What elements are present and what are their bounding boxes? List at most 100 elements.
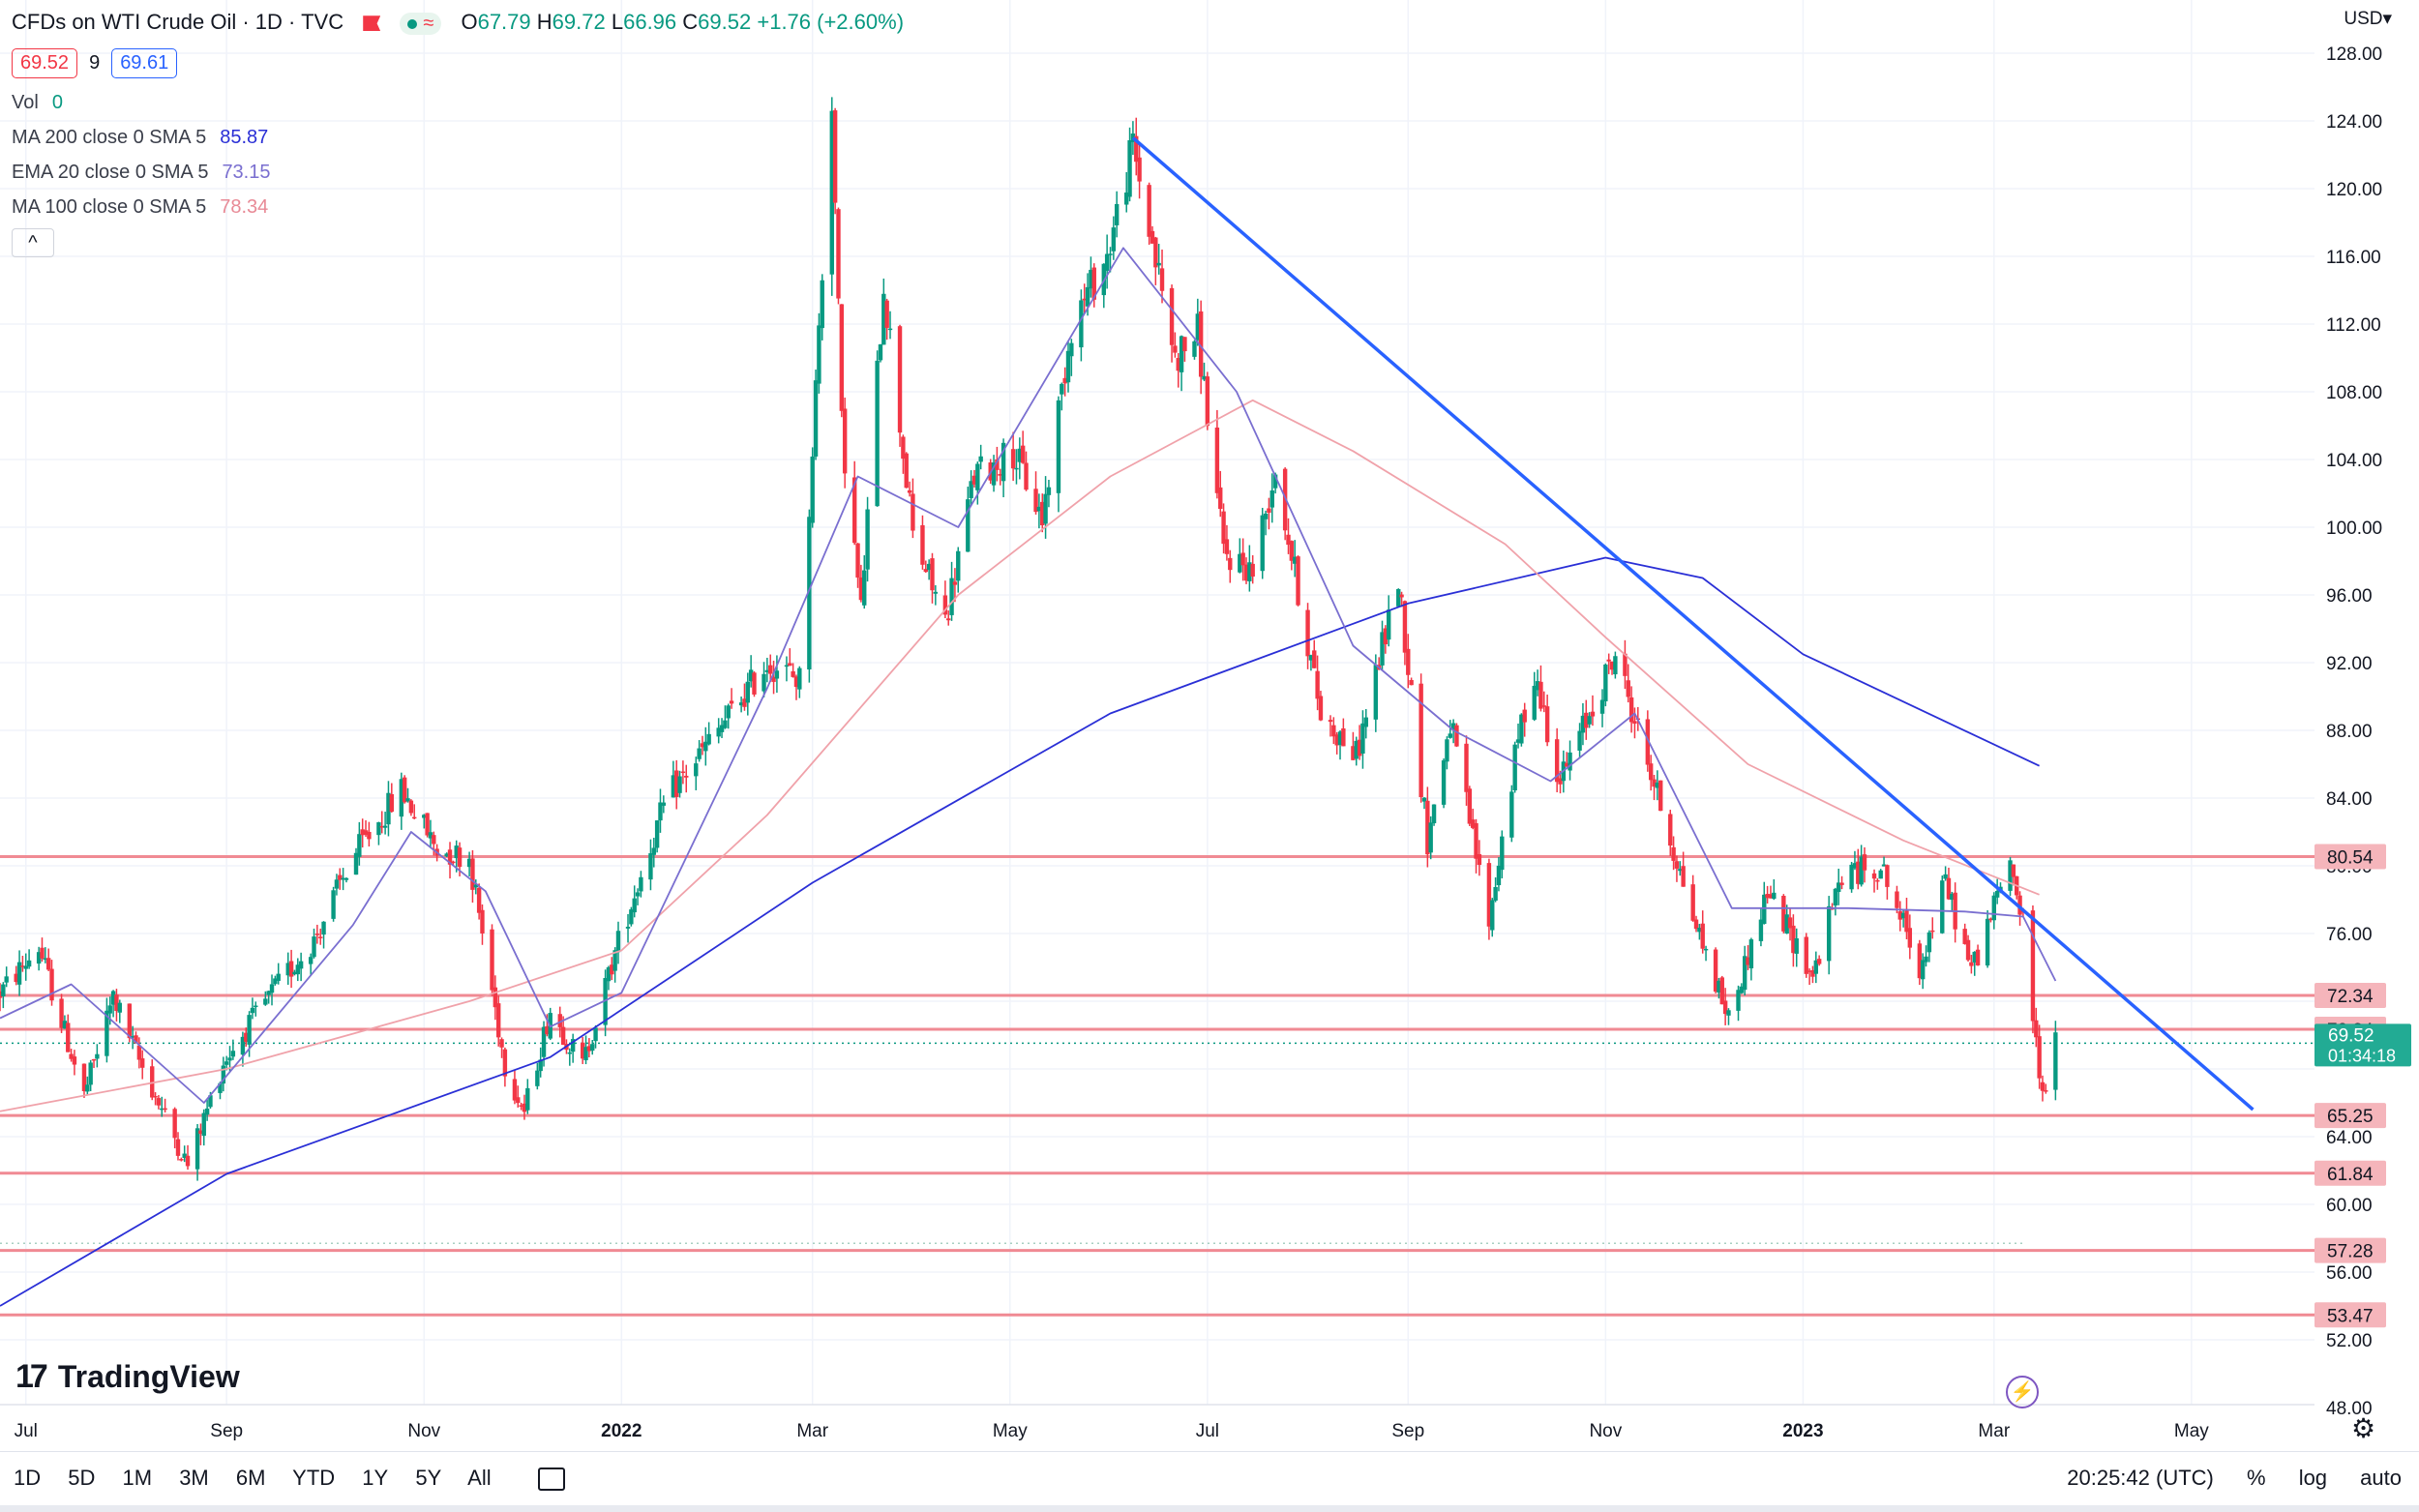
candle [288,949,294,989]
candle-body [386,792,391,825]
candle [991,455,997,492]
candle [1930,917,1935,939]
gear-icon[interactable]: ⚙ [2351,1413,2376,1443]
candle-body [762,673,766,692]
candle-body [1655,782,1660,788]
price-chart[interactable]: 48.0052.0056.0060.0064.0076.0080.0084.00… [0,0,2419,1451]
candle [1722,988,1728,1025]
candle-body [1150,230,1155,244]
candle [4,966,9,988]
candle [1599,689,1605,727]
lightning-icon[interactable]: ⚡ [2006,1376,2039,1408]
candle [1717,977,1721,999]
candle [862,554,867,609]
candle [2053,1021,2058,1101]
candle-body [1334,734,1339,746]
candle-body [1421,797,1427,802]
candle-body [810,456,815,523]
level-price-label: 80.54 [2327,848,2374,869]
candle-body [995,459,1000,470]
range-6m[interactable]: 6M [235,1466,266,1490]
candle [1532,671,1537,722]
candle [615,921,621,964]
candle-body [1127,139,1132,197]
flag-icon[interactable] [363,15,381,32]
candle [768,654,773,682]
legend-ma200[interactable]: MA 200 close 0 SMA 5 85.87 [12,127,269,148]
candle-body [502,1049,508,1077]
sell-button[interactable]: 69.52 [12,48,78,78]
candle [684,764,689,793]
wave-icon: ≈ [423,13,434,34]
candle [635,888,641,905]
range-all[interactable]: All [467,1466,492,1490]
candle-body [904,453,909,489]
candle [466,851,472,877]
candle-body [1043,493,1048,524]
candle-body [247,1015,252,1045]
market-status-pill[interactable]: ≈ [400,13,442,35]
price-tick-label: 104.00 [2326,451,2382,471]
range-5d[interactable]: 5D [68,1466,96,1490]
candle [995,446,1000,482]
candle [1568,740,1572,781]
candle [855,543,860,588]
clock[interactable]: 20:25:42 (UTC) [2067,1466,2214,1490]
candle-body [496,1003,501,1038]
candle [334,874,340,896]
level-price-tag [2314,1160,2386,1186]
currency-selector[interactable]: USD▾ [2344,9,2392,29]
symbol-title[interactable]: CFDs on WTI Crude Oil · 1D · TVC [12,10,344,34]
candle-body [470,858,475,890]
range-1d[interactable]: 1D [14,1466,42,1490]
candle [1218,470,1223,518]
log-toggle[interactable]: log [2298,1466,2328,1490]
candle [276,963,281,985]
candle [353,847,359,875]
candle [285,952,290,985]
candle [865,496,870,582]
candle [1017,437,1023,480]
range-1m[interactable]: 1M [122,1466,153,1490]
candle [726,703,731,729]
candle [1315,655,1320,711]
range-5y[interactable]: 5Y [415,1466,442,1490]
tradingview-logo[interactable]: 17 TradingView [15,1358,240,1395]
candle-body [62,1021,68,1029]
candle-body [1606,659,1611,662]
collapse-legend-button[interactable]: ^ [12,228,54,257]
candle-body [1962,929,1967,944]
candle [1179,335,1184,392]
candle-body [85,1084,90,1092]
range-3m[interactable]: 3M [179,1466,209,1490]
candle [95,1044,100,1068]
candle-body [580,1042,585,1059]
spread-value: 9 [89,52,101,74]
candle-body [156,1098,162,1106]
candle [525,1079,530,1114]
percent-toggle[interactable]: % [2247,1466,2266,1490]
legend-vol[interactable]: Vol 0 [12,92,63,113]
candle-body [244,1032,249,1042]
legend-ma100[interactable]: MA 100 close 0 SMA 5 78.34 [12,196,269,218]
candle-body [1833,888,1838,906]
buy-button[interactable]: 69.61 [111,48,178,78]
candle-body [1940,880,1945,934]
candle-body [978,456,983,462]
candle-body [1658,780,1663,812]
range-ytd[interactable]: YTD [292,1466,336,1490]
candle-body [1173,345,1178,353]
candle-body [1736,990,1741,1011]
goto-date-icon[interactable] [537,1468,565,1492]
candle-body [266,991,271,995]
candle-body [160,1108,164,1111]
range-1y[interactable]: 1Y [362,1466,389,1490]
candle [2034,1007,2039,1048]
auto-toggle[interactable]: auto [2360,1466,2402,1490]
candle-body [43,958,48,961]
candle [639,871,643,898]
candle-body [454,845,459,859]
legend-ema20[interactable]: EMA 20 close 0 SMA 5 73.15 [12,162,271,183]
candle [1743,945,1747,996]
candle [538,1047,543,1078]
